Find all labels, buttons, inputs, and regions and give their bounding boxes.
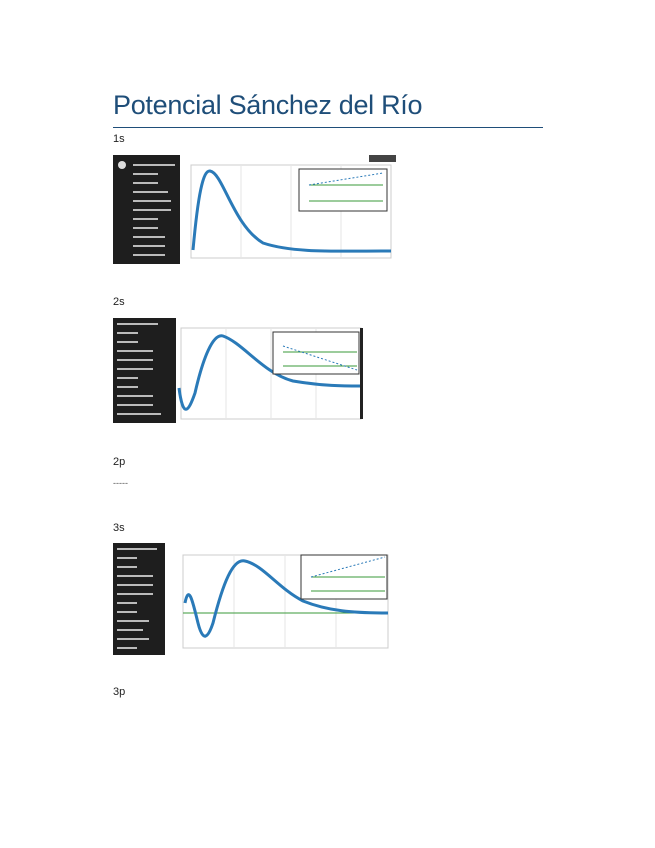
figure	[113, 543, 391, 655]
page-title: Potencial Sánchez del Río	[113, 90, 423, 120]
section-label: 2s	[113, 296, 125, 308]
figure	[113, 155, 396, 264]
section-label: 2p	[113, 456, 126, 468]
section-note: -----	[113, 478, 128, 488]
section-label: 3p	[113, 686, 126, 698]
section-label: 1s	[113, 133, 125, 145]
section-label: 3s	[113, 522, 125, 534]
title-rule	[113, 127, 543, 128]
figure	[113, 318, 366, 423]
